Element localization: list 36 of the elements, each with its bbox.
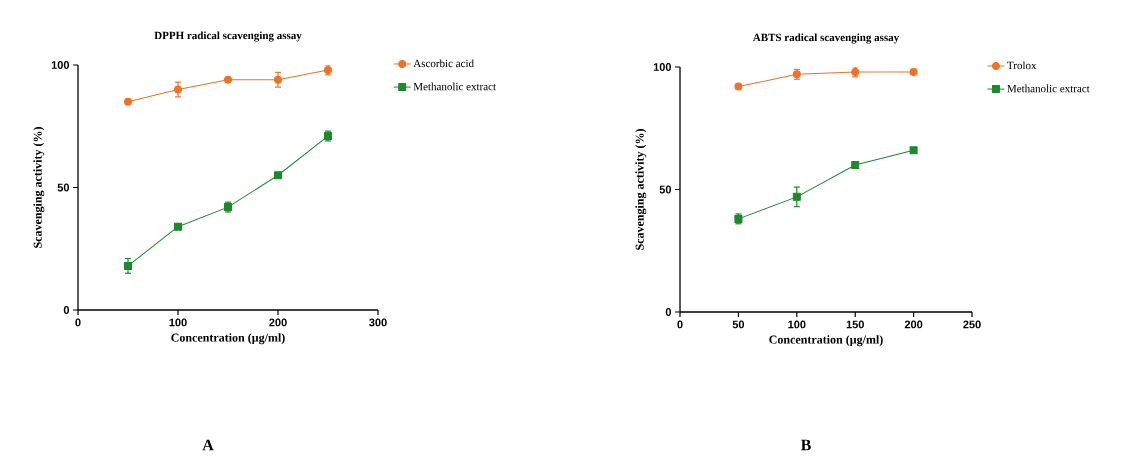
y-tick-label: 50	[57, 183, 70, 192]
y-axis-title: Scavenging activity (%)	[33, 127, 45, 248]
point	[851, 161, 860, 169]
point	[274, 171, 283, 180]
x-tick-label: 300	[369, 318, 387, 327]
x-tick-label: 0	[75, 318, 81, 327]
text: B	[800, 439, 811, 451]
legend-label: Methanolic extract	[413, 82, 496, 91]
x-tick-label: 100	[169, 318, 187, 327]
y-tick-label: 0	[665, 308, 672, 316]
point	[174, 222, 183, 231]
x-tick-label: 100	[788, 320, 806, 329]
y-tick-label: 50	[659, 185, 672, 194]
point	[174, 85, 183, 94]
chart-title: DPPH radical scavenging assay	[154, 31, 302, 42]
y-tick-label: 0	[63, 306, 70, 314]
x-tick-label: 200	[904, 320, 923, 329]
chart-title: ABTS radical scavenging assay	[752, 33, 900, 44]
y-tick-label: 100	[653, 63, 672, 71]
x-tick-label: 50	[732, 320, 745, 329]
x-tick-label: 0	[677, 320, 683, 329]
legend-label: Trolox	[1007, 61, 1037, 70]
point	[124, 261, 133, 270]
x-axis-title: Concentration (µg/ml)	[171, 333, 285, 345]
legend-label: Methanolic extract	[1007, 84, 1090, 93]
x-tick-label: 200	[269, 318, 287, 327]
point	[274, 75, 283, 84]
legend-label: Ascorbic acid	[413, 59, 474, 68]
x-tick-label: 150	[846, 320, 864, 329]
y-axis-title: Scavenging activity (%)	[635, 129, 647, 250]
x-tick-label: 250	[963, 320, 981, 329]
point	[792, 192, 801, 201]
y-tick-label: 100	[51, 61, 70, 69]
text: A	[202, 439, 214, 451]
x-axis-title: Concentration (µg/ml)	[769, 335, 883, 347]
point	[909, 146, 918, 155]
